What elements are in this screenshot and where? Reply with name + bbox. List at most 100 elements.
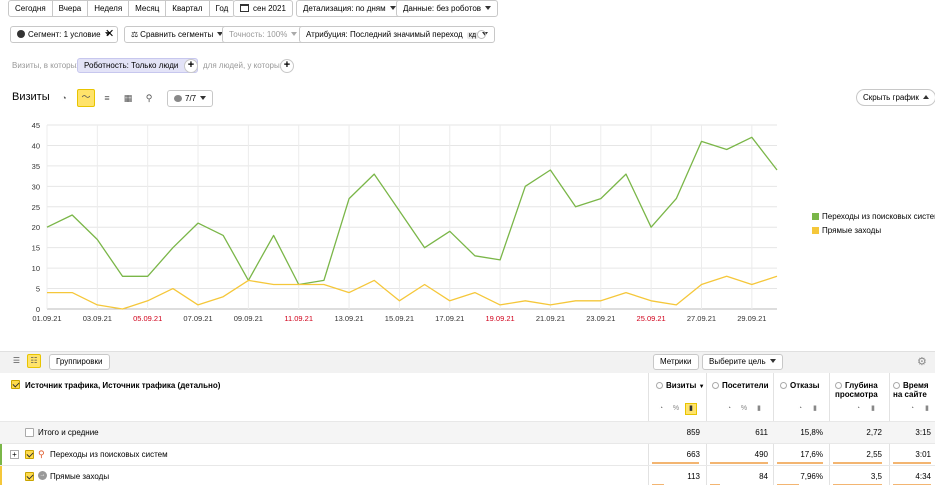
period-tab-month[interactable]: Месяц [128, 1, 165, 16]
period-tab-today[interactable]: Сегодня [15, 4, 46, 13]
col-header-bounces[interactable]: Отказы [780, 381, 820, 390]
metrics-count-dropdown[interactable]: 7/7 [167, 90, 214, 107]
y-tick-label: 45 [32, 121, 40, 130]
accuracy-dropdown[interactable]: Точность: 100% [222, 26, 305, 43]
row-marker-green [0, 444, 2, 465]
table-row[interactable]: + ⚲ Переходы из поисковых систем 663 490… [0, 443, 935, 465]
y-tick-label: 40 [32, 141, 40, 150]
expand-plus-icon[interactable]: + [10, 450, 19, 459]
hide-graph-button[interactable]: Скрыть график [856, 89, 935, 106]
row-marker-yellow [0, 466, 2, 485]
legend-item-direct[interactable]: Прямые заходы [812, 226, 935, 238]
x-tick-label: 17.09.21 [435, 314, 464, 323]
y-tick-label: 10 [32, 264, 40, 273]
speech-icon [174, 95, 182, 102]
data-filter-dropdown[interactable]: Данные: без роботов [396, 0, 499, 17]
calendar-icon [240, 4, 249, 12]
table-row-total[interactable]: Итого и средние 859 611 15,8% 2,72 3:15 [0, 421, 935, 443]
series-line-direct[interactable] [47, 275, 778, 310]
cell-time: 3:15 [915, 428, 931, 437]
segment-clear-icon[interactable]: ✕ [105, 28, 115, 40]
period-tabs: Сегодня Вчера Неделя Месяц Квартал Год [8, 0, 236, 17]
tree-view-icon[interactable]: ☷ [27, 354, 41, 368]
list-view-icon[interactable]: ☰ [12, 356, 21, 365]
row-label: Прямые заходы [50, 472, 110, 481]
cell-time: 3:01 [915, 450, 931, 459]
x-tick-label: 05.09.21 [133, 314, 162, 323]
table-header [0, 373, 935, 421]
series-line-search[interactable] [46, 136, 778, 286]
bounces-view-icons: ◔ ▮ [794, 403, 821, 415]
row-checkbox[interactable] [25, 428, 34, 437]
chevron-down-icon [104, 32, 111, 36]
line-chart-icon[interactable]: 〜 [77, 89, 95, 107]
col-header-visitors[interactable]: Посетители [712, 381, 769, 390]
add-people-filter-button[interactable]: + [280, 59, 294, 73]
bar-chart-icon[interactable]: ▦ [123, 93, 133, 103]
legend-item-search[interactable]: Переходы из поисковых систем [812, 212, 935, 224]
segment-dropdown[interactable]: Сегмент: 1 условие [10, 26, 118, 43]
chevron-down-icon [389, 6, 396, 10]
x-tick-label: 23.09.21 [586, 314, 615, 323]
pie-chart-icon[interactable]: ◔ [61, 93, 67, 103]
pie-icon[interactable]: ◔ [909, 405, 915, 412]
y-tick-label: 30 [32, 182, 40, 191]
filter-chip[interactable]: Роботность: Только люди ✕ [77, 58, 199, 73]
pie-icon[interactable]: ◔ [797, 405, 803, 412]
bars-icon[interactable]: ▮ [871, 405, 875, 412]
filter-prefix: Визиты, в которых [12, 61, 81, 70]
dimension-header[interactable]: Источник трафика, Источник трафика (дета… [25, 381, 221, 390]
bars-icon[interactable]: ▮ [685, 403, 697, 415]
legend-swatch-yellow [812, 227, 819, 234]
select-all-checkbox[interactable] [11, 380, 20, 389]
legend: Переходы из поисковых систем Прямые захо… [812, 212, 935, 238]
percent-icon[interactable]: % [672, 405, 680, 412]
metrics-button[interactable]: Метрики [653, 354, 699, 370]
goal-dropdown[interactable]: Выберите цель [702, 354, 783, 370]
legend-swatch-green [812, 213, 819, 220]
compare-icon: ⚖ [131, 30, 139, 39]
compare-segments-dropdown[interactable]: ⚖ Сравнить сегменты [124, 26, 231, 43]
visits-view-icons: ◔% ▮ [655, 403, 697, 415]
period-tab-year[interactable]: Год [208, 1, 235, 16]
area-chart-icon[interactable]: ≡ [104, 93, 110, 103]
bars-icon[interactable]: ▮ [757, 405, 761, 412]
x-tick-label: 03.09.21 [83, 314, 112, 323]
graph-title: Визиты [12, 91, 50, 103]
x-tick-label: 19.09.21 [486, 314, 515, 323]
y-tick-label: 0 [36, 305, 40, 314]
help-icon[interactable] [477, 30, 486, 39]
row-checkbox[interactable] [25, 472, 34, 481]
cell-depth: 2,55 [866, 450, 882, 459]
direct-entry-icon: → [38, 471, 47, 480]
period-tab-quarter[interactable]: Квартал [165, 1, 208, 16]
row-checkbox[interactable] [25, 450, 34, 459]
percent-icon[interactable]: % [740, 405, 748, 412]
table-row[interactable]: → Прямые заходы 113 84 7,96% 3,5 4:34 [0, 465, 935, 485]
pie-icon[interactable]: ◔ [855, 405, 861, 412]
detail-dropdown[interactable]: Детализация: по дням [296, 0, 403, 17]
y-tick-label: 35 [32, 162, 40, 171]
map-pin-icon[interactable]: ⚲ [145, 93, 153, 103]
add-filter-button[interactable]: + [184, 59, 198, 73]
pie-icon[interactable]: ◔ [658, 405, 664, 412]
x-tick-label: 21.09.21 [536, 314, 565, 323]
date-range-button[interactable]: сен 2021 [233, 0, 293, 17]
x-tick-label: 07.09.21 [183, 314, 212, 323]
share-bar [893, 462, 931, 464]
groupings-button[interactable]: Группировки [49, 354, 110, 370]
pie-icon[interactable]: ◔ [726, 405, 732, 412]
cell-visitors: 490 [754, 450, 768, 459]
attribution-dropdown[interactable]: Атрибуция: Последний значимый переход кд [299, 26, 496, 43]
period-tab-yesterday[interactable]: Вчера [51, 1, 88, 16]
col-header-time[interactable]: Время на сайте [893, 381, 929, 399]
period-tab-week[interactable]: Неделя [87, 1, 128, 16]
x-tick-label: 29.09.21 [737, 314, 766, 323]
col-header-depth[interactable]: Глубина просмотра [835, 381, 878, 399]
share-bar [710, 462, 768, 464]
cell-visitors: 611 [755, 428, 768, 437]
bars-icon[interactable]: ▮ [813, 405, 817, 412]
col-header-visits[interactable]: Визиты ▼ [656, 381, 705, 392]
settings-gear-icon[interactable]: ⚙ [917, 356, 927, 368]
bars-icon[interactable]: ▮ [925, 405, 929, 412]
